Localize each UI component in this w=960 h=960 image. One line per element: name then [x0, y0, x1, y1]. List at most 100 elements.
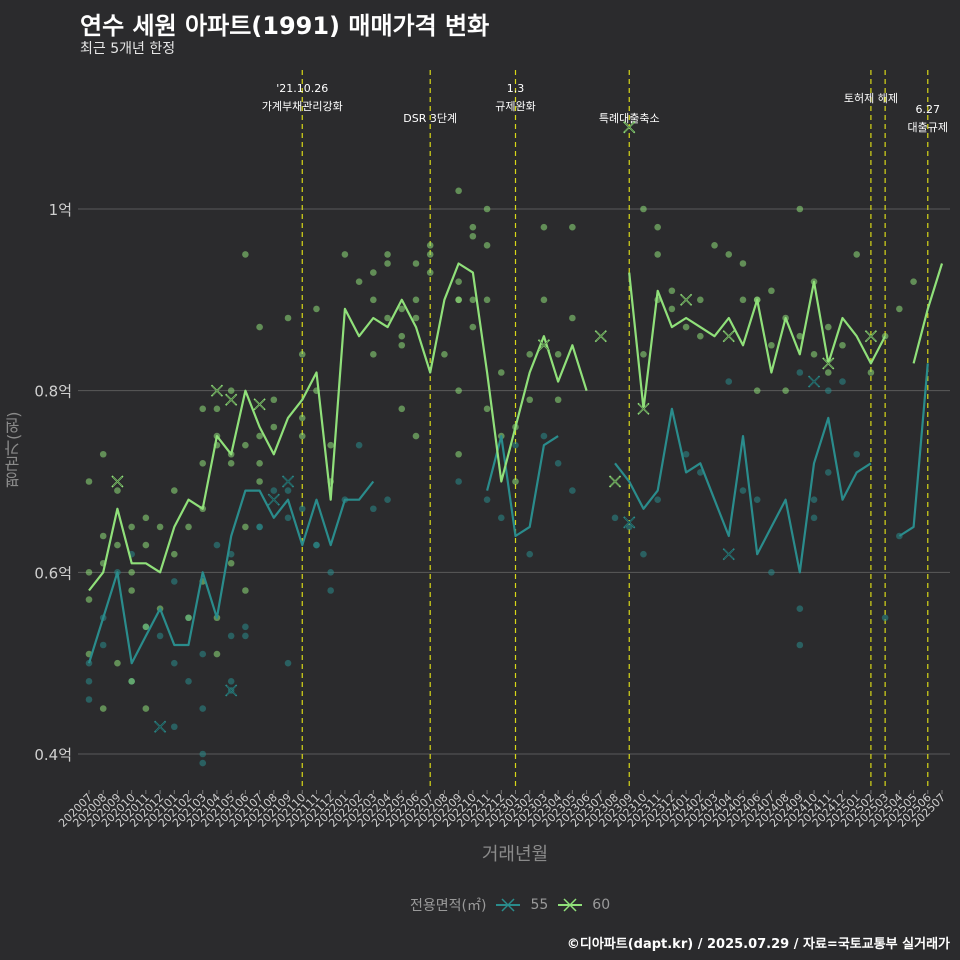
- series-line-55: [87, 363, 929, 665]
- trade-point-60: [384, 314, 391, 322]
- event-label: 토허제 해제: [844, 91, 898, 105]
- trade-point-60: [128, 523, 135, 531]
- trade-point-55: [753, 496, 761, 503]
- trade-point-55: [227, 678, 235, 685]
- trade-point-55: [810, 514, 818, 522]
- trade-point-60: [782, 387, 789, 394]
- trade-point-60: [668, 287, 676, 295]
- x-axis-label: 거래년월: [481, 844, 549, 865]
- cross-mark-outline: [809, 376, 819, 387]
- trade-point-60: [455, 296, 462, 304]
- cross-mark-outline: [155, 722, 165, 732]
- cross-mark-outline: [596, 331, 606, 341]
- cross-mark-outline: [539, 340, 549, 350]
- trade-point-60: [796, 332, 804, 340]
- trade-point-55: [611, 514, 619, 522]
- trade-point-60: [697, 296, 704, 304]
- trade-point-60: [298, 414, 306, 422]
- cross-mark-outline: [112, 476, 123, 487]
- legend: 전용면적(㎡) 55 60: [410, 895, 610, 915]
- trade-point-55: [327, 587, 334, 594]
- trade-point-55: [156, 632, 164, 640]
- trade-point-60: [341, 251, 349, 258]
- trade-point-60: [768, 341, 775, 349]
- trade-point-55: [327, 569, 334, 576]
- trade-point-55: [739, 487, 747, 494]
- trade-point-60: [128, 678, 135, 685]
- trade-point-60: [156, 523, 164, 531]
- legend-swatch-60: [558, 898, 583, 912]
- trade-point-60: [682, 323, 690, 331]
- trade-point-60: [668, 305, 676, 313]
- trade-point-60: [227, 460, 235, 467]
- trade-point-60: [114, 541, 121, 549]
- trade-point-60: [99, 532, 107, 540]
- trade-point-60: [512, 478, 519, 485]
- trade-point-60: [270, 396, 278, 404]
- trade-point-60: [455, 387, 462, 394]
- trade-point-60: [455, 450, 462, 458]
- trade-point-55: [284, 487, 292, 494]
- trade-point-60: [398, 305, 406, 313]
- trade-point-55: [199, 759, 207, 767]
- trade-point-60: [569, 314, 576, 322]
- trade-point-60: [483, 405, 491, 413]
- trade-point-60: [441, 351, 448, 358]
- cross-mark-outline: [681, 295, 691, 305]
- trade-point-55: [213, 541, 221, 549]
- trade-point-55: [526, 550, 534, 558]
- trade-point-60: [142, 514, 150, 522]
- trade-point-55: [99, 641, 107, 649]
- trade-point-60: [483, 296, 491, 304]
- trade-point-60: [412, 314, 420, 322]
- trade-point-55: [171, 578, 178, 585]
- trade-point-60: [99, 705, 107, 712]
- trade-point-60: [298, 351, 306, 358]
- trade-point-55: [270, 487, 278, 494]
- trade-point-60: [654, 251, 661, 258]
- cross-mark-outline: [624, 122, 634, 132]
- trade-point-60: [398, 341, 406, 349]
- trade-point-60: [469, 232, 477, 240]
- y-axis-label: 평균가(원): [4, 411, 23, 489]
- y-tick-label: 0.4억: [34, 746, 72, 764]
- trade-point-60: [298, 432, 306, 440]
- cross-mark-outline: [724, 549, 734, 559]
- chart-subtitle: 최근 5개년 한정: [80, 41, 176, 57]
- trade-point-55: [313, 541, 320, 549]
- trade-point-60: [270, 423, 278, 431]
- trade-point-60: [497, 369, 505, 376]
- trade-point-60: [540, 223, 548, 231]
- cross-mark-outline: [823, 358, 833, 369]
- trade-point-60: [554, 351, 562, 358]
- footer-credit: ©디아파트(dapt.kr) / 2025.07.29 / 자료=국토교통부 실…: [566, 937, 950, 952]
- trade-point-60: [725, 251, 733, 258]
- trade-point-55: [554, 460, 562, 467]
- trade-point-60: [711, 242, 718, 249]
- trade-point-55: [881, 614, 889, 622]
- trade-point-55: [569, 487, 576, 494]
- event-label: 1.3: [507, 82, 525, 95]
- trade-point-55: [497, 514, 505, 522]
- cross-mark-outline: [226, 395, 236, 405]
- legend-title: 전용면적(㎡): [410, 898, 487, 914]
- trade-point-60: [398, 405, 406, 413]
- trade-point-55: [242, 632, 249, 640]
- trade-point-60: [99, 450, 107, 458]
- trade-point-60: [697, 332, 704, 340]
- trade-point-60: [426, 251, 434, 258]
- trade-point-60: [896, 305, 903, 313]
- trade-point-60: [796, 205, 804, 213]
- trade-point-60: [128, 569, 135, 576]
- trade-point-55: [199, 705, 207, 712]
- legend-swatch-55: [496, 898, 521, 912]
- chart-title: 연수 세원 아파트(1991) 매매가격 변화: [80, 12, 490, 40]
- trade-point-60: [469, 223, 477, 231]
- trade-point-55: [697, 469, 704, 476]
- trade-point-55: [256, 523, 263, 531]
- trade-point-60: [768, 287, 775, 295]
- trade-point-60: [242, 587, 249, 594]
- y-tick-label: 1억: [49, 201, 72, 219]
- trade-point-55: [185, 678, 192, 685]
